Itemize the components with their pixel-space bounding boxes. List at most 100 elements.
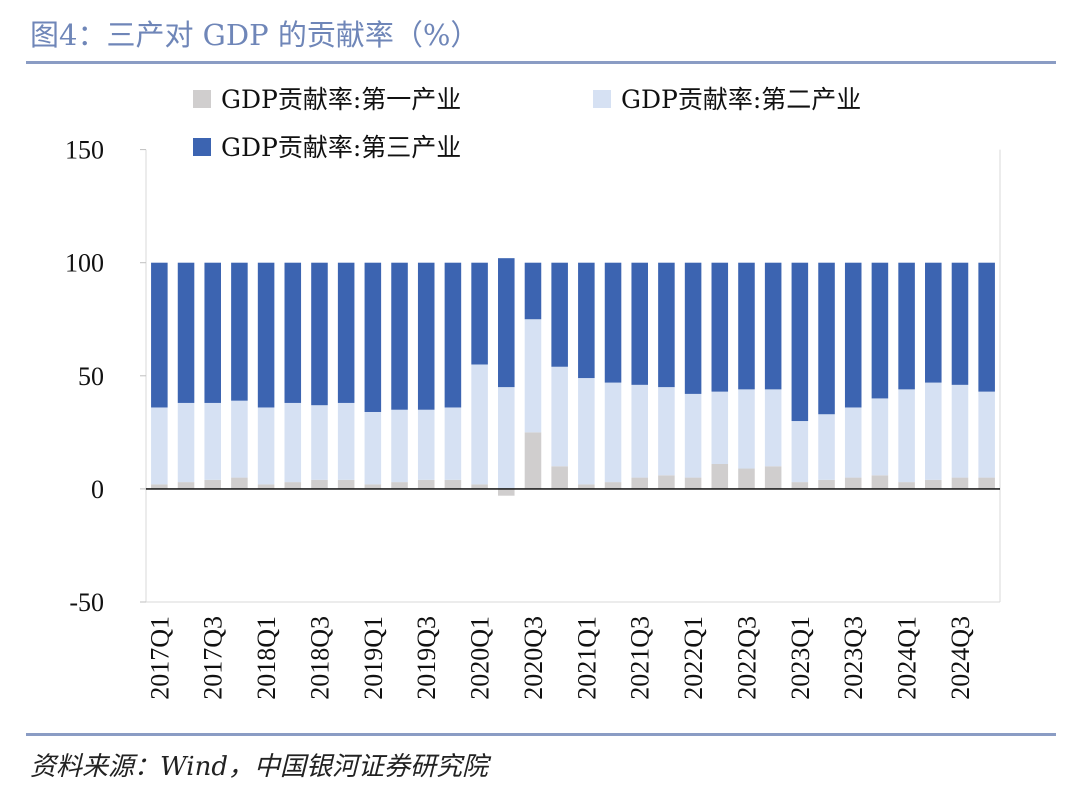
bar-segment-tertiary bbox=[444, 262, 462, 408]
bar-segment-secondary bbox=[738, 389, 755, 469]
bar-segment-secondary bbox=[551, 366, 568, 467]
bar-segment-tertiary bbox=[684, 262, 702, 394]
bar-segment-tertiary bbox=[764, 262, 782, 390]
bar-segment-secondary bbox=[684, 393, 702, 478]
bar-segment-tertiary bbox=[978, 262, 995, 392]
bar-segment-primary bbox=[764, 466, 782, 489]
legend-label-tertiary: GDP贡献率:第三产业 bbox=[221, 133, 461, 162]
bar-segment-secondary bbox=[925, 382, 942, 480]
bar-segment-tertiary bbox=[417, 262, 435, 410]
bar-segment-tertiary bbox=[711, 262, 729, 392]
bar-segment-tertiary bbox=[604, 262, 622, 383]
bar-segment-tertiary bbox=[284, 262, 302, 403]
bar-segment-tertiary bbox=[311, 262, 328, 406]
bar-segment-secondary bbox=[871, 398, 889, 476]
bar-segment-tertiary bbox=[257, 262, 275, 408]
bar-segment-primary bbox=[604, 482, 622, 489]
bar-segment-secondary bbox=[284, 402, 302, 483]
bar-segment-primary bbox=[684, 477, 702, 489]
y-tick-label: -50 bbox=[69, 588, 104, 617]
bar-segment-primary bbox=[498, 488, 515, 496]
chart-legend: GDP贡献率:第一产业 GDP贡献率:第二产业 GDP贡献率:第三产业 bbox=[193, 85, 861, 162]
bar-segment-primary bbox=[204, 479, 221, 489]
bar-segment-tertiary bbox=[738, 262, 755, 390]
bar-segment-primary bbox=[231, 477, 248, 489]
x-tick-label: 2019Q1 bbox=[359, 616, 388, 700]
bar-segment-tertiary bbox=[337, 262, 355, 403]
bar-segment-secondary bbox=[177, 402, 195, 483]
bar-segment-tertiary bbox=[471, 262, 488, 365]
bar-segment-secondary bbox=[791, 421, 809, 483]
bar-segment-primary bbox=[444, 479, 462, 489]
bar-segment-secondary bbox=[311, 405, 328, 480]
bar-segment-tertiary bbox=[898, 262, 915, 390]
bar-segment-primary bbox=[978, 477, 995, 489]
bar-segment-secondary bbox=[257, 407, 275, 485]
bar-segment-tertiary bbox=[391, 262, 408, 410]
x-tick-label: 2020Q3 bbox=[519, 616, 548, 700]
bar-segment-tertiary bbox=[658, 262, 675, 388]
bar-segment-secondary bbox=[524, 319, 542, 433]
bar-segment-tertiary bbox=[204, 262, 221, 403]
source-rule bbox=[26, 733, 1056, 736]
bar-segment-secondary bbox=[898, 389, 915, 483]
bar-segment-tertiary bbox=[791, 262, 809, 422]
bar-segment-primary bbox=[551, 466, 568, 489]
bar-segment-primary bbox=[151, 484, 168, 489]
bar-segment-secondary bbox=[417, 409, 435, 480]
bar-segment-secondary bbox=[391, 409, 408, 483]
bar-segment-secondary bbox=[337, 402, 355, 480]
x-tick-label: 2017Q1 bbox=[145, 616, 174, 700]
bar-segment-primary bbox=[631, 477, 648, 489]
bar-segment-primary bbox=[177, 482, 195, 489]
bar-segment-primary bbox=[417, 479, 435, 489]
x-tick-label: 2021Q1 bbox=[572, 616, 601, 700]
bar-segment-secondary bbox=[471, 364, 488, 485]
x-tick-label: 2023Q3 bbox=[839, 616, 868, 700]
title-rule bbox=[26, 61, 1056, 64]
bar-segment-primary bbox=[311, 479, 328, 489]
x-tick-label: 2019Q3 bbox=[412, 616, 441, 700]
bar-segment-primary bbox=[818, 479, 835, 489]
bar-segment-secondary bbox=[978, 391, 995, 478]
bar-segment-secondary bbox=[951, 384, 969, 478]
bar-segment-tertiary bbox=[177, 262, 195, 403]
bar-segment-secondary bbox=[444, 407, 462, 480]
bar-segment-secondary bbox=[231, 400, 248, 478]
bar-segment-tertiary bbox=[231, 262, 248, 401]
x-tick-label: 2020Q1 bbox=[466, 616, 495, 700]
bar-segment-tertiary bbox=[551, 262, 568, 367]
stacked-bar-chart: GDP贡献率:第一产业 GDP贡献率:第二产业 GDP贡献率:第三产业 1501… bbox=[65, 85, 1001, 700]
x-tick-label: 2022Q1 bbox=[679, 616, 708, 700]
bar-segment-primary bbox=[871, 475, 889, 489]
bar-segment-tertiary bbox=[578, 262, 595, 379]
bar-segment-tertiary bbox=[871, 262, 889, 399]
bar-segment-secondary bbox=[151, 407, 168, 485]
bar-segment-secondary bbox=[844, 407, 862, 478]
bar-segment-primary bbox=[257, 484, 275, 489]
x-tick-label: 2018Q1 bbox=[252, 616, 281, 700]
bar-segment-primary bbox=[738, 468, 755, 489]
bar-segment-tertiary bbox=[925, 262, 942, 383]
bar-segment-primary bbox=[524, 432, 542, 489]
bar-segment-secondary bbox=[631, 384, 648, 478]
bar-segment-tertiary bbox=[151, 262, 168, 408]
bar-segment-secondary bbox=[364, 411, 382, 485]
bar-segment-tertiary bbox=[818, 262, 835, 415]
bar-segment-tertiary bbox=[951, 262, 969, 385]
bar-segment-tertiary bbox=[631, 262, 648, 385]
bar-segment-primary bbox=[578, 484, 595, 489]
bar-segment-primary bbox=[364, 484, 382, 489]
source-note: 资料来源：Wind，中国银河证券研究院 bbox=[30, 752, 488, 782]
bar-segment-tertiary bbox=[524, 262, 542, 320]
bar-segment-tertiary bbox=[498, 258, 515, 388]
y-tick-label: 150 bbox=[65, 136, 104, 165]
x-tick-label: 2024Q1 bbox=[893, 616, 922, 700]
bar-segment-primary bbox=[337, 479, 355, 489]
bar-segment-primary bbox=[658, 475, 675, 489]
x-tick-label: 2024Q3 bbox=[946, 616, 975, 700]
bar-segment-secondary bbox=[658, 387, 675, 476]
legend-swatch-primary bbox=[193, 90, 211, 108]
bar-segment-secondary bbox=[711, 391, 729, 465]
x-tick-label: 2022Q3 bbox=[733, 616, 762, 700]
